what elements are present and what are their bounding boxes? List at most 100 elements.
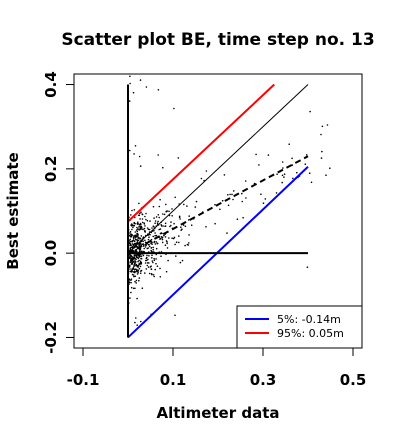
scatter-point	[152, 235, 154, 238]
scatter-point	[214, 222, 216, 225]
scatter-point	[170, 221, 172, 223]
scatter-point	[156, 242, 159, 245]
scatter-point	[267, 154, 270, 156]
scatter-point	[132, 267, 135, 270]
scatter-point	[160, 236, 163, 238]
scatter-point	[160, 232, 163, 234]
scatter-point	[138, 202, 140, 205]
scatter-point	[137, 228, 139, 230]
scatter-point	[159, 267, 161, 270]
scatter-point	[130, 291, 132, 294]
scatter-point	[145, 244, 147, 246]
scatter-point	[130, 279, 132, 282]
scatter-point	[134, 145, 137, 147]
scatter-point	[219, 208, 221, 211]
scatter-point	[174, 314, 176, 317]
scatter-point	[131, 228, 133, 231]
scatter-point	[150, 247, 153, 249]
scatter-point	[158, 205, 161, 208]
scatter-point	[244, 180, 247, 182]
scatter-point	[154, 220, 157, 222]
scatter-point	[320, 157, 323, 159]
scatter-point	[136, 324, 138, 327]
x-tick-label: 0.3	[250, 371, 277, 389]
scatter-point	[130, 225, 133, 227]
scatter-point	[135, 238, 137, 241]
scatter-point	[262, 202, 265, 204]
scatter-point	[143, 223, 146, 225]
scatter-point	[138, 226, 140, 228]
scatter-point	[148, 262, 150, 264]
scatter-point	[144, 215, 146, 218]
scatter-point	[146, 256, 148, 259]
scatter-point	[138, 236, 140, 239]
scatter-point	[129, 75, 131, 78]
scatter-point	[136, 297, 138, 300]
scatter-point	[229, 193, 231, 196]
scatter-point	[129, 268, 131, 270]
scatter-point	[137, 266, 140, 268]
scatter-point	[139, 165, 142, 167]
scatter-point	[194, 206, 197, 208]
scatter-point	[129, 270, 131, 273]
scatter-point	[157, 214, 160, 216]
scatter-point	[162, 225, 164, 227]
scatter-point	[131, 234, 133, 236]
scatter-point	[153, 259, 156, 262]
scatter-point	[132, 225, 134, 227]
scatter-point	[151, 254, 153, 257]
scatter-point	[138, 279, 140, 282]
scatter-point	[325, 174, 327, 176]
chart-title: Scatter plot BE, time step no. 13	[61, 30, 374, 50]
x-axis-label: Altimeter data	[157, 404, 280, 422]
scatter-point	[146, 227, 149, 229]
scatter-point	[134, 231, 137, 233]
scatter-point	[281, 161, 284, 163]
scatter-point	[242, 216, 244, 219]
scatter-point	[148, 243, 150, 246]
scatter-point	[137, 260, 139, 263]
scatter-point	[144, 262, 147, 264]
scatter-point	[131, 246, 134, 248]
scatter-point	[134, 216, 136, 219]
scatter-point	[148, 255, 150, 257]
scatter-point	[132, 239, 135, 241]
scatter-point	[151, 227, 153, 229]
legend-label: 95%: 0.05m	[277, 327, 344, 340]
legend-label: 5%: -0.14m	[277, 313, 341, 326]
scatter-point	[138, 277, 141, 279]
scatter-point	[136, 233, 139, 235]
scatter-point	[142, 254, 145, 257]
scatter-point	[155, 262, 157, 265]
scatter-point	[131, 256, 134, 258]
scatter-point	[143, 227, 146, 230]
scatter-point	[133, 209, 136, 211]
scatter-point	[133, 258, 135, 260]
scatter-point	[153, 226, 155, 228]
scatter-point	[154, 234, 156, 237]
scatter-point	[173, 107, 175, 110]
scatter-point	[137, 272, 139, 274]
scatter-point	[139, 265, 142, 268]
scatter-point	[264, 198, 267, 200]
line-regression	[127, 155, 309, 255]
scatter-point	[133, 268, 136, 271]
scatter-point	[132, 226, 134, 229]
y-tick-label: 0.4	[42, 71, 60, 98]
scatter-point	[144, 272, 146, 274]
scatter-point	[283, 173, 286, 175]
scatter-point	[132, 91, 135, 94]
scatter-point	[150, 250, 153, 253]
scatter-point	[155, 241, 158, 243]
scatter-point	[187, 219, 190, 221]
scatter-point	[131, 223, 133, 225]
scatter-point	[137, 257, 140, 260]
scatter-point	[139, 212, 141, 215]
scatter-point	[130, 260, 132, 262]
scatter-point	[188, 242, 190, 244]
scatter-point	[152, 205, 155, 208]
scatter-point	[130, 235, 133, 237]
scatter-point	[329, 167, 331, 169]
scatter-point	[161, 241, 164, 244]
scatter-point	[131, 269, 133, 272]
